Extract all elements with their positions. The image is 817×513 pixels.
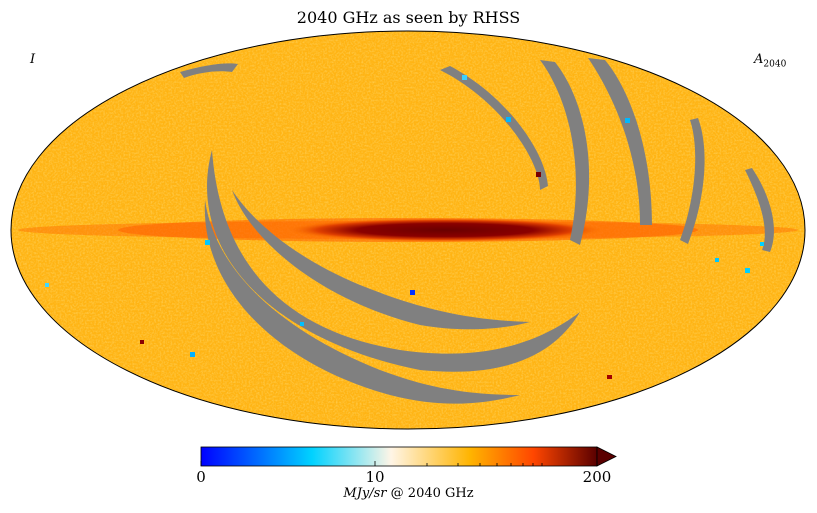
cold-spots (45, 75, 764, 379)
cold-spot (715, 258, 719, 262)
cold-spot (462, 75, 467, 80)
unit-italic: MJy/sr (343, 486, 387, 501)
masked-stripe-right-e (745, 168, 774, 252)
map-component-label: A2040 (754, 52, 786, 70)
cold-spot (745, 268, 750, 273)
hot-spot (536, 172, 541, 177)
masked-regions (180, 58, 774, 404)
masked-stripe-right-d (680, 118, 705, 244)
cold-spot (506, 117, 511, 122)
colorbar-unit-label: MJy/sr @ 2040 GHz (0, 486, 817, 501)
galactic-plane-core (285, 218, 605, 242)
hot-spot (140, 340, 144, 344)
cold-spot (205, 240, 210, 245)
unit-frequency: @ 2040 GHz (390, 486, 474, 501)
map-frequency-subscript: 2040 (763, 59, 787, 70)
colorbar-gradient (200, 446, 598, 467)
cold-spot (300, 322, 304, 326)
colorbar-tick-label-min: 0 (196, 468, 206, 486)
colorbar-tick-label-mid: 10 (365, 468, 385, 486)
cold-spot (45, 283, 49, 287)
map-symbol: A (754, 52, 764, 67)
mollweide-sky-map (10, 30, 806, 430)
map-title: 2040 GHz as seen by RHSS (296, 8, 521, 27)
colorbar-extend-arrow (596, 446, 617, 467)
masked-stripe-right-b (540, 60, 590, 245)
cold-spot (760, 242, 764, 246)
cold-spot (625, 118, 630, 123)
stokes-parameter-label: I (30, 52, 36, 67)
masked-stripe-lower-arc (207, 150, 580, 372)
colorbar-ticks (200, 461, 598, 466)
map-boundary (10, 30, 806, 430)
cold-spot (410, 290, 415, 295)
sky-map-content (11, 31, 805, 429)
colorbar-tick-label-max: 200 (582, 468, 612, 486)
masked-stripe-right-a (588, 58, 652, 225)
cold-spot (190, 352, 195, 357)
masked-stripe-inner-arc (232, 190, 530, 330)
hot-spot (607, 375, 612, 379)
masked-stripe-outer-arc (204, 200, 520, 404)
masked-stripe-top-left (180, 63, 238, 78)
